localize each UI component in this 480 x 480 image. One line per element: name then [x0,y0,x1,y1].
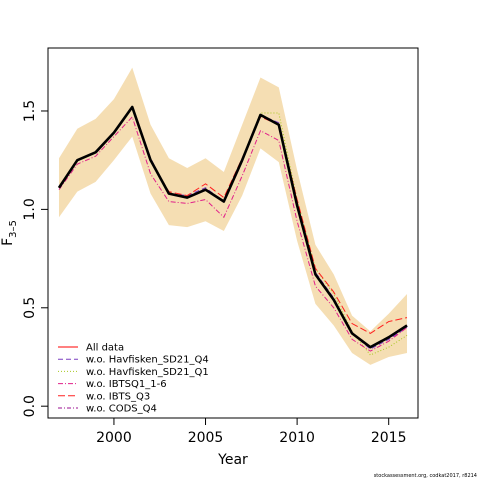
legend-label: w.o. IBTS_Q3 [86,391,150,402]
legend-label: w.o. IBTSQ1_1-6 [86,379,167,390]
plot-frame [47,47,419,419]
x-tick-label: 2010 [279,430,315,446]
series-line-4 [58,115,408,352]
legend-label: All data [86,343,124,354]
confidence-band-layer [58,67,408,365]
legend-label: w.o. Havfisken_SD21_Q1 [86,367,209,378]
confidence-band [58,67,408,365]
y-tick-label: 1.0 [22,198,38,220]
y-axis-title: F3–5 [0,220,19,246]
x-tick-label: 2000 [96,430,132,446]
legend-label: w.o. Havfisken_SD21_Q4 [86,355,209,366]
y-tick-label: 0.0 [22,395,38,417]
y-axis-title-subscript: 3–5 [8,220,19,238]
estimate-layer [57,105,408,349]
y-tick-label: 1.5 [22,100,38,122]
x-axis: 2000 2005 2010 2015 [96,418,407,446]
x-tick-label: 2005 [188,430,224,446]
y-axis: 0.0 0.5 1.0 1.5 [22,100,48,417]
x-tick-label: 2015 [371,430,407,446]
x-axis-title: Year [217,452,248,468]
credit-text: stockassessment.org, codkat2017, r8214 [374,473,477,479]
y-tick-label: 0.5 [22,297,38,319]
y-axis-title-main: F [0,238,16,246]
estimate-line [57,105,408,349]
legend-label: w.o. CODS_Q4 [86,404,157,415]
